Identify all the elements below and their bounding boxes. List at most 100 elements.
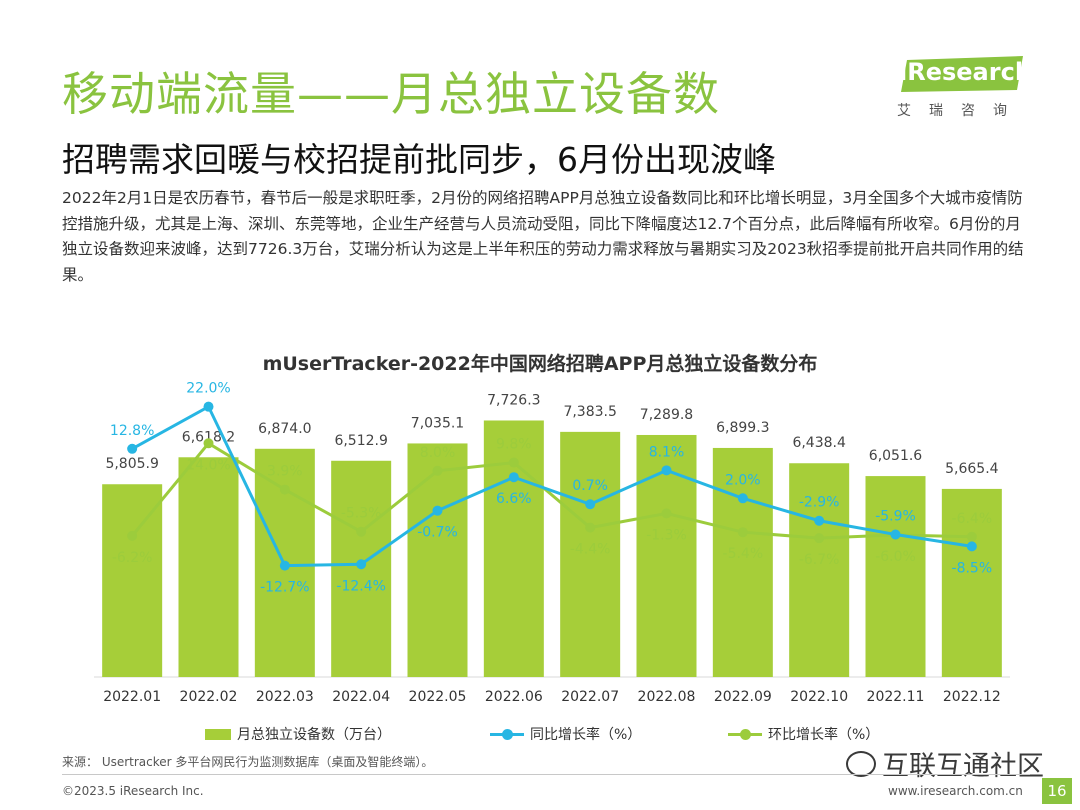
legend-swatch-yoy — [490, 728, 524, 740]
mom-point — [814, 533, 825, 544]
yoy-label: -5.9% — [875, 508, 916, 524]
legend-swatch-mom — [728, 728, 762, 740]
page-subtitle: 招聘需求回暖与校招提前批同步，6月份出现波峰 — [62, 140, 776, 179]
yoy-point — [356, 559, 367, 570]
x-tick-label: 2022.04 — [332, 689, 390, 705]
mom-label: -5.3% — [341, 506, 382, 522]
page-title: 移动端流量——月总独立设备数 — [62, 67, 720, 121]
mom-label: 14.0% — [186, 457, 230, 473]
bar-value-label: 5,805.9 — [105, 456, 158, 472]
website: www.iresearch.com.cn — [888, 784, 1023, 798]
logo-research: Research — [907, 58, 1032, 86]
mom-line — [131, 441, 972, 540]
bar — [712, 447, 773, 677]
mom-label: -6.4% — [952, 511, 993, 527]
legend-item-devices: 月总独立设备数（万台） — [205, 724, 391, 744]
chart-title: mUserTracker-2022年中国网络招聘APP月总独立设备数分布 — [262, 353, 818, 375]
mom-label: -6.2% — [112, 550, 153, 566]
mom-label: 8.0% — [420, 445, 456, 461]
yoy-point — [585, 499, 596, 510]
mom-label: -1.3% — [646, 527, 687, 543]
logo-mark-icon — [901, 56, 1023, 92]
footer-divider — [62, 774, 1030, 775]
x-tick-label: 2022.06 — [485, 689, 543, 705]
x-tick-label: 2022.09 — [714, 689, 772, 705]
wechat-icon — [846, 750, 876, 777]
bar-value-label: 7,383.5 — [563, 404, 616, 420]
yoy-line — [131, 404, 973, 568]
legend-label-yoy: 同比增长率（%） — [530, 727, 642, 743]
iresearch-logo: iResearch 艾瑞咨询 — [893, 56, 1033, 126]
mom-point — [279, 484, 290, 495]
yoy-point — [127, 443, 138, 454]
mom-label: -4.4% — [570, 542, 611, 558]
mom-point — [737, 527, 748, 538]
chart-legend: 月总独立设备数（万台） 同比增长率（%） 环比增长率（%） — [0, 724, 1080, 748]
mom-label: 9.8% — [496, 437, 532, 453]
mom-label: -5.4% — [723, 546, 764, 562]
legend-label-mom: 环比增长率（%） — [768, 727, 880, 743]
mom-point — [585, 522, 596, 533]
mom-label: -6.7% — [799, 552, 840, 568]
yoy-point — [966, 541, 977, 552]
x-tick-label: 2022.05 — [409, 689, 467, 705]
legend-swatch-bar — [205, 728, 231, 740]
description-paragraph: 2022年2月1日是农历春节，春节后一般是求职旺季，2月份的网络招聘APP月总独… — [62, 189, 1024, 284]
bar — [102, 484, 163, 677]
yoy-label: -0.7% — [417, 525, 458, 541]
yoy-point — [279, 560, 290, 571]
mom-label: -6.0% — [875, 549, 916, 565]
yoy-point — [432, 505, 443, 516]
bar — [407, 443, 468, 677]
mom-point — [508, 457, 519, 468]
bar-value-label: 6,899.3 — [716, 420, 769, 436]
logo-wordmark: iResearch — [899, 58, 1032, 86]
x-tick-label: 2022.11 — [867, 689, 925, 705]
yoy-point — [737, 493, 748, 504]
yoy-label: 0.7% — [572, 478, 608, 494]
bar — [865, 476, 926, 677]
yoy-label: 22.0% — [186, 381, 230, 397]
bar-value-label: 7,289.8 — [640, 407, 693, 423]
bar-value-label: 7,726.3 — [487, 392, 540, 408]
bar-value-label: 6,874.0 — [258, 421, 311, 437]
page-number: 16 — [1042, 778, 1072, 804]
x-tick-label: 2022.01 — [103, 689, 161, 705]
mom-point — [966, 531, 977, 542]
bar — [941, 488, 1002, 677]
bar — [789, 463, 850, 677]
mom-point — [432, 465, 443, 476]
legend-item-yoy: 同比增长率（%） — [490, 724, 641, 744]
bar-value-label: 5,665.4 — [945, 461, 999, 477]
mom-point — [127, 530, 138, 541]
yoy-point — [203, 401, 214, 412]
yoy-label: 2.0% — [725, 472, 761, 488]
mom-point — [356, 526, 367, 537]
yoy-point — [890, 529, 901, 540]
yoy-point — [508, 472, 519, 483]
legend-item-mom: 环比增长率（%） — [728, 724, 879, 744]
legend-label-devices: 月总独立设备数（万台） — [237, 727, 391, 743]
yoy-label: 8.1% — [649, 444, 685, 460]
watermark: 互联互通社区 — [846, 744, 1044, 783]
source-note: 来源： Usertracker 多平台网民行为监测数据库（桌面及智能终端）。 — [62, 755, 434, 769]
yoy-label: 6.6% — [496, 491, 532, 507]
yoy-label: -12.4% — [336, 578, 386, 594]
mom-point — [203, 438, 214, 449]
logo-chinese: 艾瑞咨询 — [897, 103, 1025, 119]
x-tick-label: 2022.10 — [790, 689, 848, 705]
x-tick-label: 2022.08 — [638, 689, 696, 705]
mom-label: 3.9% — [267, 464, 303, 480]
bar-value-label: 7,035.1 — [411, 415, 464, 431]
copyright: ©2023.5 iResearch Inc. — [62, 784, 204, 798]
bar — [178, 457, 239, 677]
bar-value-label: 6,512.9 — [334, 433, 387, 449]
yoy-label: 12.8% — [110, 423, 154, 439]
x-tick-label: 2022.07 — [561, 689, 619, 705]
bar-value-label: 6,051.6 — [869, 448, 923, 464]
x-tick-label: 2022.03 — [256, 689, 314, 705]
logo-i: i — [899, 58, 908, 86]
yoy-point — [661, 465, 672, 476]
watermark-text: 互联互通社区 — [882, 751, 1044, 782]
